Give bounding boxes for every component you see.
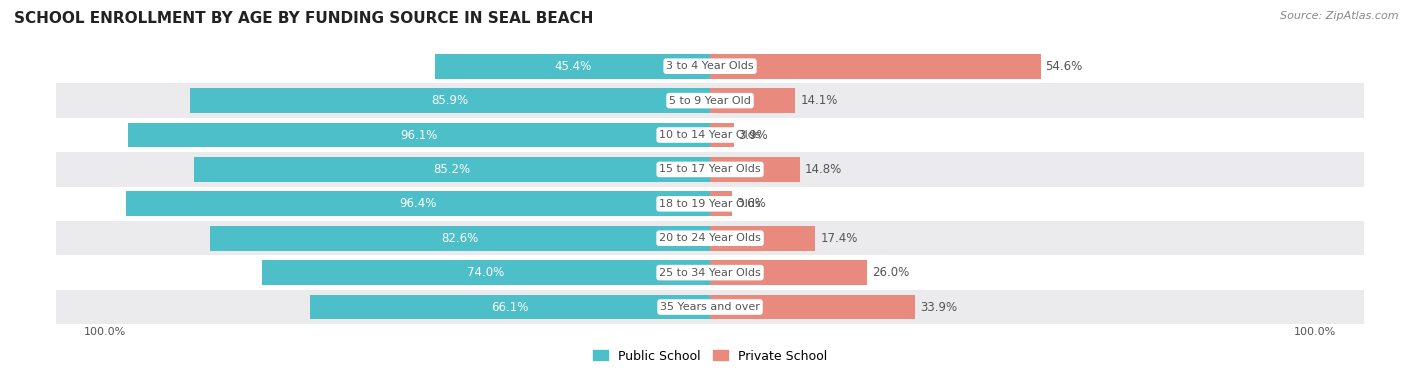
Bar [436,54,710,78]
Text: 74.0%: 74.0% [467,266,505,279]
Text: 5 to 9 Year Old: 5 to 9 Year Old [669,96,751,106]
Text: 26.0%: 26.0% [872,266,910,279]
Bar [56,256,1364,290]
Bar [56,49,1364,83]
Bar [262,260,710,285]
Text: 82.6%: 82.6% [441,232,478,245]
Text: 14.8%: 14.8% [804,163,842,176]
Text: 15 to 17 Year Olds: 15 to 17 Year Olds [659,164,761,175]
Text: 3.6%: 3.6% [737,197,766,210]
Text: 45.4%: 45.4% [554,60,592,73]
Bar [710,123,734,147]
Bar [190,88,710,113]
Bar [194,157,710,182]
Text: 33.9%: 33.9% [920,300,957,314]
Text: 85.2%: 85.2% [433,163,471,176]
Bar [56,83,1364,118]
Text: 20 to 24 Year Olds: 20 to 24 Year Olds [659,233,761,243]
Bar [56,221,1364,256]
Legend: Public School, Private School: Public School, Private School [588,345,832,368]
Bar [710,260,868,285]
Bar [128,123,710,147]
Bar [710,192,731,216]
Bar [710,157,800,182]
Text: Source: ZipAtlas.com: Source: ZipAtlas.com [1281,11,1399,21]
Bar [710,54,1040,78]
Text: 14.1%: 14.1% [800,94,838,107]
Bar [309,295,710,319]
Bar [56,118,1364,152]
Bar [56,152,1364,187]
Bar [710,226,815,251]
Text: 25 to 34 Year Olds: 25 to 34 Year Olds [659,268,761,277]
Text: 10 to 14 Year Olds: 10 to 14 Year Olds [659,130,761,140]
Bar [56,290,1364,324]
Bar [710,88,796,113]
Bar [127,192,710,216]
Bar [209,226,710,251]
Text: 3.9%: 3.9% [738,129,768,141]
Text: 18 to 19 Year Olds: 18 to 19 Year Olds [659,199,761,209]
Text: 35 Years and over: 35 Years and over [659,302,761,312]
Text: 96.4%: 96.4% [399,197,437,210]
Text: 66.1%: 66.1% [491,300,529,314]
Text: 54.6%: 54.6% [1046,60,1083,73]
Text: 3 to 4 Year Olds: 3 to 4 Year Olds [666,61,754,71]
Text: 17.4%: 17.4% [820,232,858,245]
Bar [56,187,1364,221]
Bar [710,295,915,319]
Text: 85.9%: 85.9% [432,94,468,107]
Text: SCHOOL ENROLLMENT BY AGE BY FUNDING SOURCE IN SEAL BEACH: SCHOOL ENROLLMENT BY AGE BY FUNDING SOUR… [14,11,593,26]
Text: 96.1%: 96.1% [401,129,437,141]
